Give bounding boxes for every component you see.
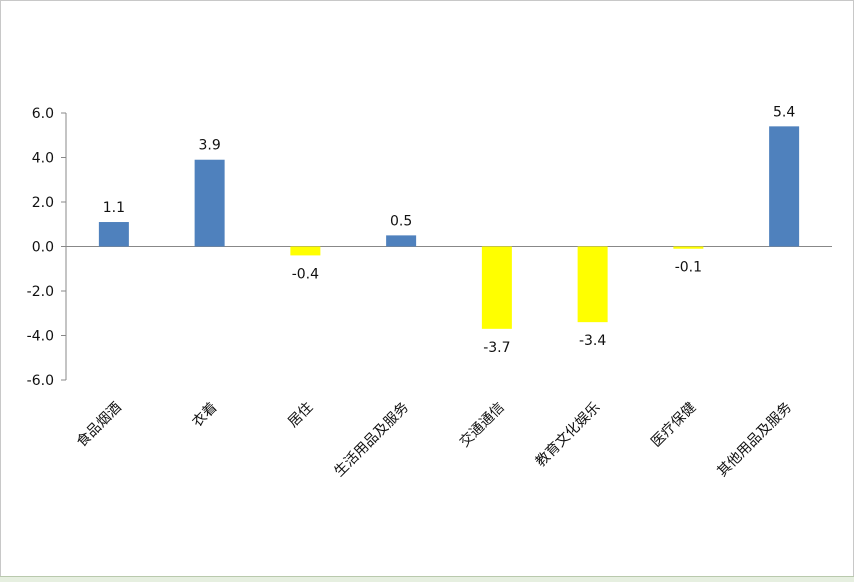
bar [577,246,608,323]
category-label: 交通通信 [456,399,508,451]
y-tick-label: 0.0 [32,240,54,256]
y-tick-label: -2.0 [27,284,54,300]
category-label: 其他用品及服务 [714,400,795,481]
data-label: -3.4 [579,333,606,349]
bar [194,159,225,247]
y-tick-label: 6.0 [32,106,54,122]
data-label: -0.1 [675,260,702,276]
data-label: 1.1 [103,200,125,216]
category-label: 居住 [285,400,316,431]
category-label: 医疗保健 [648,400,699,451]
category-label: 食品烟酒 [73,399,125,451]
bar [769,126,800,247]
bar [481,246,512,329]
category-labels: 食品烟酒 衣着 居住 生活用品及服务 交通通信 教育文化娱乐 医疗保健 其他用品及服务 [73,399,795,480]
y-axis: 6.0 4.0 2.0 0.0 -2.0 -4.0 -6.0 [27,106,832,389]
data-label: -3.7 [483,340,510,356]
category-label: 衣着 [189,400,220,431]
bar [386,235,417,247]
bottom-strip [0,576,854,582]
y-tick-label: -6.0 [27,373,54,389]
category-label: 生活用品及服务 [331,400,412,481]
category-label: 教育文化娱乐 [533,400,604,471]
bar [98,222,129,247]
bar [673,246,704,249]
data-labels: 1.1 3.9 -0.4 0.5 -3.7 -3.4 -0.1 5.4 [103,104,796,355]
data-label: 3.9 [198,138,220,154]
y-tick-label: 4.0 [32,151,54,167]
y-tick-label: 2.0 [32,195,54,211]
data-label: 0.5 [390,213,412,229]
data-label: -0.4 [292,266,319,282]
bars [98,126,800,329]
bar [290,246,321,256]
data-label: 5.4 [773,104,795,120]
y-tick-label: -4.0 [27,329,54,345]
